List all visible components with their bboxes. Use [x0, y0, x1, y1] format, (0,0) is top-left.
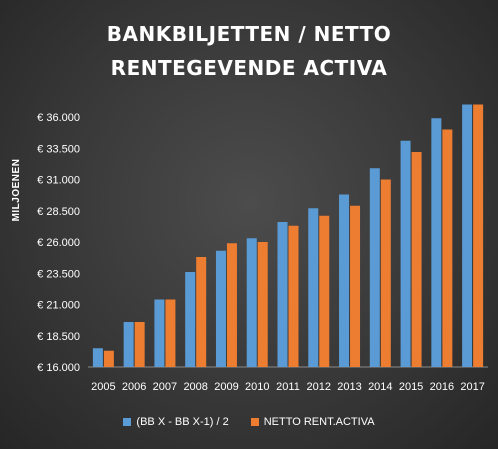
y-tick-label: € 23.500	[37, 268, 80, 280]
y-tick-label: € 18.500	[37, 331, 80, 343]
bar-series-2	[103, 350, 114, 367]
y-tick-label: € 26.000	[37, 237, 80, 249]
bar-series-2	[165, 299, 176, 367]
y-tick-label: € 33.500	[37, 143, 80, 155]
x-tick-label: 2008	[183, 381, 207, 393]
x-tick-label: 2006	[122, 381, 146, 393]
x-tick-label: 2014	[368, 381, 392, 393]
x-tick-label: 2009	[214, 381, 238, 393]
legend: (BB X - BB X-1) / 2 NETTO RENT.ACTIVA	[0, 416, 498, 428]
bar-series-1	[154, 299, 165, 367]
chart-title-line-1: BANKBILJETTEN / NETTO	[106, 22, 392, 46]
bar-series-1	[185, 272, 196, 367]
bar-series-1	[246, 238, 257, 367]
x-tick-label: 2005	[91, 381, 115, 393]
bar-series-1	[215, 250, 226, 367]
legend-label-series-2: NETTO RENT.ACTIVA	[263, 416, 375, 428]
x-tick-label: 2013	[337, 381, 361, 393]
bar-series-1	[369, 168, 380, 367]
bar-series-2	[380, 179, 391, 367]
bar-series-2	[226, 243, 237, 367]
bar-series-1	[308, 208, 319, 367]
y-tick-label: € 21.000	[37, 300, 80, 312]
bar-series-2	[257, 242, 268, 367]
bar-series-1	[431, 118, 442, 367]
chart-title-line-2: RENTEGEVENDE ACTIVA	[110, 56, 388, 80]
y-tick-label: € 16.000	[37, 362, 80, 374]
bar-series-1	[123, 322, 134, 367]
legend-swatch-series-2	[250, 418, 259, 426]
bar-series-1	[92, 348, 103, 367]
x-tick-label: 2012	[307, 381, 331, 393]
x-tick-label: 2015	[399, 381, 423, 393]
bar-series-2	[442, 129, 453, 367]
bar-series-1	[400, 140, 411, 367]
legend-label-series-1: (BB X - BB X-1) / 2	[136, 416, 229, 428]
y-tick-label: € 31.000	[37, 175, 80, 187]
x-tick-label: 2016	[430, 381, 454, 393]
x-tick-label: 2011	[276, 381, 300, 393]
bar-series-2	[288, 225, 299, 367]
bar-series-2	[350, 205, 361, 367]
bar-series-2	[473, 104, 484, 367]
legend-item-series-1: (BB X - BB X-1) / 2	[123, 416, 229, 428]
bar-series-1	[277, 222, 288, 367]
legend-swatch-series-1	[123, 418, 132, 426]
bar-series-2	[411, 152, 422, 367]
x-tick-label: 2017	[460, 381, 484, 393]
bar-series-1	[339, 194, 350, 367]
y-tick-label: € 28.500	[37, 206, 80, 218]
y-tick-label: € 36.000	[37, 112, 80, 124]
bar-series-2	[319, 215, 330, 367]
x-tick-label: 2010	[245, 381, 269, 393]
x-tick-label: 2007	[153, 381, 177, 393]
bar-series-2	[134, 322, 145, 367]
bar-series-2	[196, 257, 207, 367]
legend-item-series-2: NETTO RENT.ACTIVA	[250, 416, 375, 428]
bar-series-1	[462, 104, 473, 367]
